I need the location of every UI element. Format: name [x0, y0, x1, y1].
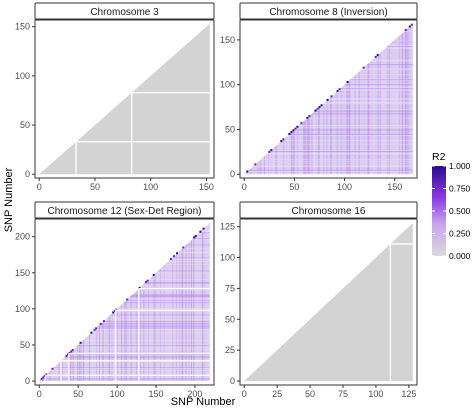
- ld-texture: [244, 23, 413, 175]
- y-tick-label: 50: [20, 340, 30, 350]
- legend-tick-label: 0.750: [449, 184, 471, 194]
- y-tick-label: 150: [15, 268, 30, 278]
- panel-ticks: 0 50 100 150 200 0 50 100 150 200: [15, 232, 202, 399]
- legend-ticks: 0.000 0.250 0.500 0.750 1.000: [432, 161, 471, 261]
- x-tick-label: 100: [337, 182, 352, 192]
- panel-title: Chromosome 12 (Sex-Det Region): [48, 206, 202, 217]
- panel-title: Chromosome 3: [90, 7, 159, 18]
- panel-2: Chromosome 8 (Inversion) 0 50 100 150 0 50 100 1…: [220, 2, 418, 192]
- y-tick-label: 50: [225, 124, 235, 134]
- x-tick-label: 50: [73, 389, 83, 399]
- x-tick-label: 100: [110, 389, 125, 399]
- y-tick-label: 100: [220, 253, 235, 263]
- x-axis-title: SNP Number: [171, 396, 236, 408]
- ld-triangle: [244, 222, 413, 382]
- legend-tick-label: 1.000: [449, 161, 471, 171]
- x-tick-label: 50: [305, 389, 315, 399]
- x-tick-label: 75: [338, 389, 348, 399]
- panel-strip: [34, 2, 215, 20]
- ld-triangle: [39, 23, 210, 175]
- x-tick-label: 0: [37, 182, 42, 192]
- y-tick-label: 50: [20, 120, 30, 130]
- y-tick-label: 75: [225, 283, 235, 293]
- legend-title: R2: [432, 151, 446, 163]
- facet-panels: Chromosome 30 50 100 150050100150Chromosome…: [15, 2, 418, 399]
- panel-title: Chromosome 16: [292, 206, 366, 217]
- legend: R2 0.000 0.250 0.500 0.750 1.000: [432, 151, 471, 261]
- y-tick-label: 0: [25, 376, 30, 386]
- x-tick-label: 0: [242, 389, 247, 399]
- y-axis-title: SNP Number: [3, 167, 15, 232]
- panel-ticks: 0 50 100 150 0 50 100 150: [15, 22, 214, 192]
- y-tick-label: 0: [230, 376, 235, 386]
- x-tick-label: 150: [199, 182, 214, 192]
- panel-title: Chromosome 8 (Inversion): [269, 7, 387, 18]
- y-tick-label: 50: [225, 314, 235, 324]
- ld-texture: [40, 222, 210, 382]
- legend-tick-label: 0.000: [449, 251, 471, 261]
- x-tick-label: 50: [289, 182, 299, 192]
- y-tick-label: 25: [225, 345, 235, 355]
- panel-3: Chromosome 12 (Sex-Det Region) 0 50 100 150 2…: [15, 201, 215, 399]
- x-tick-label: 100: [368, 389, 383, 399]
- y-tick-label: 0: [230, 169, 235, 179]
- x-tick-label: 0: [242, 182, 247, 192]
- y-tick-label: 150: [15, 22, 30, 32]
- x-tick-label: 50: [90, 182, 100, 192]
- legend-tick-label: 0.250: [449, 229, 471, 239]
- y-tick-label: 100: [220, 80, 235, 90]
- panel-strip: [239, 2, 418, 20]
- x-tick-label: 100: [143, 182, 158, 192]
- y-tick-label: 100: [15, 304, 30, 314]
- panel-ticks: 0 25 50 75 100 125 0 25 50 75 100 125: [220, 222, 416, 399]
- ld-triangle: [39, 222, 210, 382]
- panel-ticks: 0 50 100 150 0 50 100 150: [220, 35, 402, 192]
- x-tick-label: 200: [187, 389, 202, 399]
- x-tick-label: 125: [401, 389, 416, 399]
- x-tick-label: 25: [272, 389, 282, 399]
- x-tick-label: 150: [149, 389, 164, 399]
- y-tick-label: 100: [15, 71, 30, 81]
- panel-strip: [34, 201, 215, 219]
- x-tick-label: 0: [37, 389, 42, 399]
- y-tick-label: 0: [25, 169, 30, 179]
- panel-strip: [239, 201, 418, 219]
- legend-tick-label: 0.500: [449, 206, 471, 216]
- y-tick-label: 200: [15, 232, 30, 242]
- panel-1: Chromosome 3 0 50 100 150 0 50 100 150: [15, 2, 215, 192]
- legend-colorbar: [432, 166, 446, 256]
- y-tick-label: 125: [220, 222, 235, 232]
- y-tick-label: 150: [220, 35, 235, 45]
- panel-4: Chromosome 16 0 25 50 75 100 125 0 25 50 75 100 125: [220, 201, 418, 399]
- x-tick-label: 150: [387, 182, 402, 192]
